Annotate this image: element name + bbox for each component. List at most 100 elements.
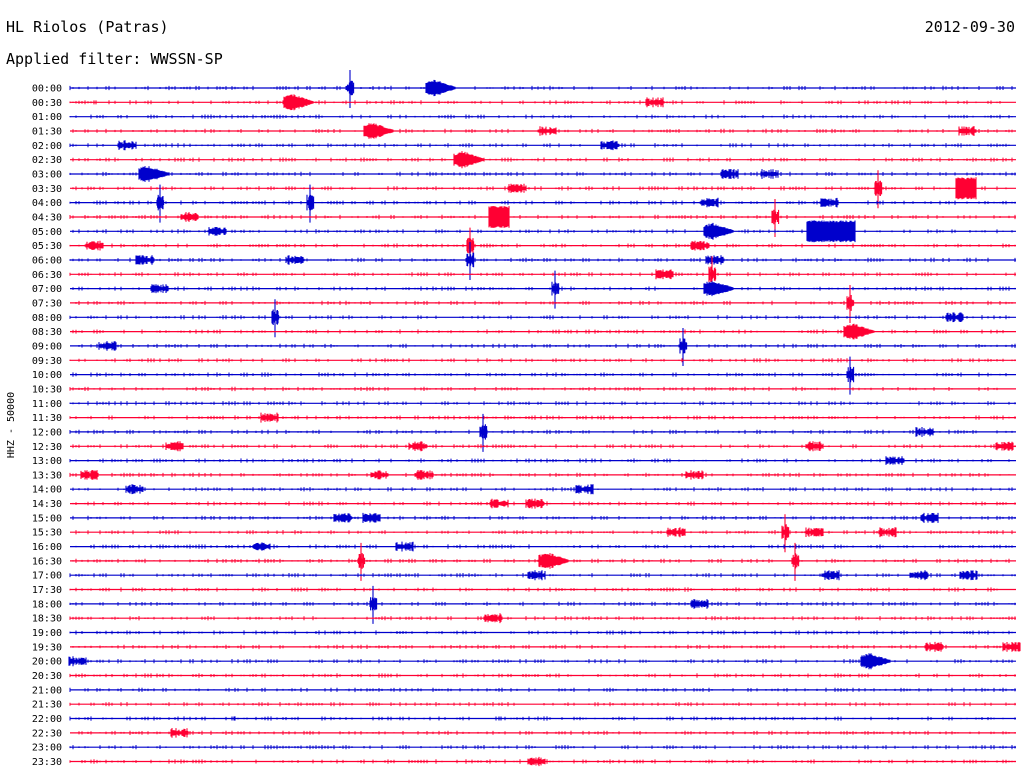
seismic-event-small <box>252 542 271 551</box>
seismic-event-burst <box>860 653 891 670</box>
seismic-event-spike <box>846 356 855 395</box>
time-tick-label: 21:30 <box>32 700 62 711</box>
trace-noise <box>69 716 1016 721</box>
seismic-event-small <box>68 656 87 667</box>
seismic-event-dot <box>498 716 502 721</box>
trace-noise <box>69 673 1016 678</box>
trace-noise <box>69 429 1013 435</box>
seismic-event-spike <box>771 198 780 237</box>
seismic-event-spike <box>874 170 883 209</box>
trace-noise <box>72 128 1016 134</box>
time-tick-label: 01:30 <box>32 127 62 138</box>
trace-noise <box>72 644 1013 650</box>
seismic-event-burst <box>283 94 314 111</box>
seismic-event-small <box>527 570 546 581</box>
trace-noise <box>72 501 1016 506</box>
seismic-event-small <box>805 441 824 452</box>
time-tick-label: 16:30 <box>32 556 62 567</box>
seismic-event-small <box>525 498 544 509</box>
time-tick-label: 22:30 <box>32 728 62 739</box>
seismic-event-block <box>955 177 977 200</box>
trace-group <box>68 70 1021 767</box>
time-tick-label: 08:30 <box>32 327 62 338</box>
seismic-event-small <box>885 456 904 465</box>
seismic-event-spike <box>781 514 790 553</box>
time-tick-label: 01:00 <box>32 112 62 123</box>
time-tick-label: 15:00 <box>32 513 62 524</box>
seismic-event-small <box>490 498 509 509</box>
time-tick-label: 19:30 <box>32 642 62 653</box>
time-tick-label: 04:30 <box>32 213 62 224</box>
time-tick-labels: 00:00 00:30 01:00 01:30 02:00 02:30 03:00 03:30… <box>32 84 62 769</box>
seismic-event-small <box>118 140 137 151</box>
time-tick-label: 16:00 <box>32 542 62 553</box>
trace-noise <box>69 386 998 392</box>
trace-noise <box>69 272 1016 277</box>
seismic-event-spike <box>271 299 280 338</box>
trace-noise <box>69 243 1016 248</box>
seismic-event-spike <box>369 585 378 624</box>
seismic-event-block <box>806 220 856 243</box>
seismic-event-small <box>170 728 189 738</box>
seismic-event-small <box>720 169 739 179</box>
seismic-event-small <box>821 570 840 581</box>
seismic-event-small <box>705 255 724 265</box>
seismic-event-small <box>878 527 897 538</box>
seismic-event-small <box>820 197 839 208</box>
time-tick-label: 03:30 <box>32 184 62 195</box>
seismic-event-small <box>690 599 709 609</box>
time-tick-label: 19:00 <box>32 628 62 639</box>
time-tick-label: 02:00 <box>32 141 62 152</box>
seismic-event-burst <box>363 123 394 139</box>
seismic-event-small <box>700 197 719 208</box>
time-tick-label: 14:00 <box>32 485 62 496</box>
seismic-event-small <box>395 541 414 552</box>
seismic-event-spike <box>846 284 855 323</box>
trace-noise <box>69 171 1016 177</box>
time-tick-label: 02:30 <box>32 155 62 166</box>
seismic-event-spike <box>466 241 475 280</box>
time-tick-label: 17:00 <box>32 571 62 582</box>
seismic-event-small <box>527 756 546 767</box>
time-tick-label: 20:00 <box>32 657 62 668</box>
seismic-event-burst <box>703 222 734 240</box>
seismic-event-small <box>575 484 594 495</box>
seismic-event-small <box>925 641 944 652</box>
seismic-event-small <box>370 470 389 480</box>
trace-noise <box>72 372 1007 377</box>
filter-label: Applied filter: WWSSN-SP <box>6 50 223 68</box>
seismic-event-small <box>208 227 227 236</box>
trace-noise <box>78 343 1016 349</box>
seismic-event-small <box>180 212 199 222</box>
record-date: 2012-09-30 <box>924 18 1015 36</box>
time-tick-label: 22:00 <box>32 714 62 725</box>
time-tick-label: 00:00 <box>32 84 62 95</box>
time-tick-label: 12:00 <box>32 427 62 438</box>
trace-noise <box>75 530 1013 535</box>
time-tick-label: 10:30 <box>32 384 62 395</box>
time-tick-label: 09:00 <box>32 341 62 352</box>
time-tick-label: 06:00 <box>32 256 62 267</box>
trace-noise <box>69 415 1016 420</box>
seismic-event-small <box>685 470 704 480</box>
trace-noise <box>69 687 1016 693</box>
time-tick-label: 03:00 <box>32 170 62 181</box>
seismic-event-spike <box>306 184 315 223</box>
time-tick-label: 00:30 <box>32 98 62 109</box>
time-tick-label: 15:30 <box>32 528 62 539</box>
time-tick-label: 05:00 <box>32 227 62 238</box>
trace-noise <box>69 401 1016 406</box>
seismic-event-spike <box>479 413 488 452</box>
trace-noise <box>69 702 1016 707</box>
seismic-event-spike <box>679 327 688 366</box>
seismic-event-small <box>760 169 779 179</box>
time-tick-label: 06:30 <box>32 270 62 281</box>
time-tick-label: 14:30 <box>32 499 62 510</box>
time-tick-label: 18:00 <box>32 599 62 610</box>
seismic-event-small <box>150 284 169 294</box>
time-tick-label: 17:30 <box>32 585 62 596</box>
trace-noise <box>69 114 1013 119</box>
seismic-event-small <box>805 527 824 537</box>
seismic-event-small <box>362 512 381 523</box>
time-tick-label: 13:30 <box>32 470 62 481</box>
